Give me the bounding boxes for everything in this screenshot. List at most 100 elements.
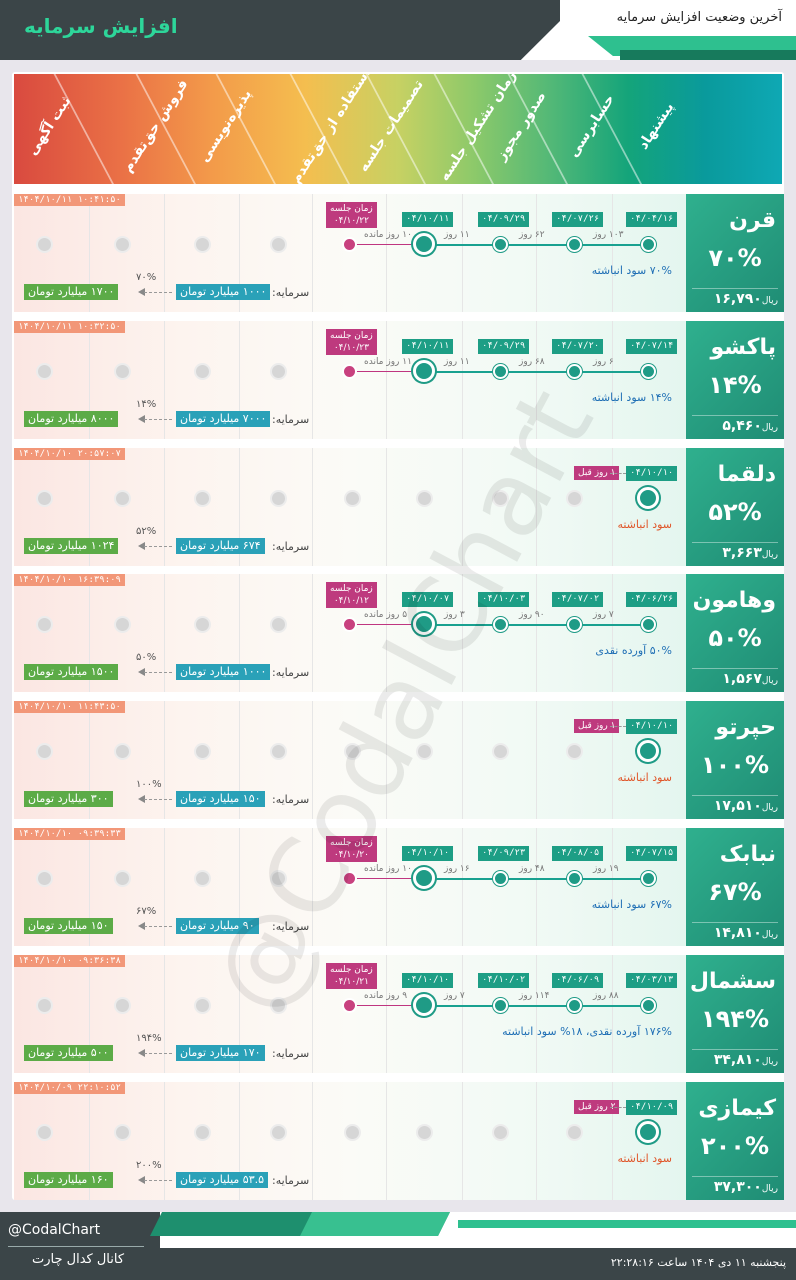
grid-line [386,955,387,1073]
increase-percent: ۲۰۰% [136,1160,162,1171]
stage-gap-days: ۷ روز [593,610,614,620]
meeting-time-date: ۰۴/۱۰/۱۲ [333,596,369,606]
pending-stage-dot [566,490,583,507]
grid-line [312,955,313,1073]
increase-arrow [144,1180,172,1181]
company-card[interactable]: دلقما ۵۲% ریال۳,۶۶۳ [686,448,784,566]
grid-line [164,701,165,819]
stage-date: ۰۴/۰۷/۲۶ [552,212,604,227]
timestamp-badge: ۱۴۰۴/۱۰/۱۰ ۱۶:۳۹:۰۹ [14,574,125,586]
company-name[interactable]: حپرتو [715,715,776,740]
current-capital: ۱۰۰۰ میلیارد تومان [176,664,271,680]
grid-line [462,574,463,692]
grid-line [462,321,463,439]
currency-label: ریال [761,423,778,433]
current-capital: ۵۳.۵ میلیارد تومان [176,1172,269,1188]
days-remaining: ۱۰ روز مانده [364,864,412,874]
company-card[interactable]: وهامون ۵۰% ریال۱,۵۶۷ [686,574,784,692]
grid-line [386,574,387,692]
share-price-value: ۵,۴۶۰ [722,418,762,434]
currency-label: ریال [761,550,778,560]
grid-line [89,828,90,946]
company-row: ۱۴۰۴/۱۰/۱۰ ۲۰:۵۷:۰۷ ۰۴/۱۰/۱۰ ۱ روز قبل سود … [14,448,784,566]
grid-line [239,955,240,1073]
increase-total: ۵۲% [708,498,762,526]
currency-label: ریال [761,296,778,306]
resulting-capital: ۱۷۰۰ میلیارد تومان [24,284,119,300]
stage-date: ۰۴/۱۰/۱۰ [402,846,454,861]
company-card[interactable]: سشمال ۱۹۴% ریال۳۴,۸۱۰ [686,955,784,1073]
stage-gap-days: ۱۶ روز [444,864,470,874]
company-card[interactable]: حپرتو ۱۰۰% ریال۱۷,۵۱۰ [686,701,784,819]
grid-line [612,448,613,566]
company-card[interactable]: کیمازی ۲۰۰% ریال۳۷,۳۰۰ [686,1082,784,1200]
pending-stage-dot [194,363,211,380]
stage-dot [493,871,508,886]
grid-line [462,1082,463,1200]
increase-source-note: سود انباشته [617,518,672,531]
meeting-time-title: زمان جلسه [330,965,373,975]
header: افزایش سرمایه آخرین وضعیت افزایش سرمایه [0,0,796,60]
timestamp-badge: ۱۴۰۴/۱۰/۱۱ ۱۰:۳۲:۵۰ [14,321,125,333]
grid-line [462,828,463,946]
company-name[interactable]: نبابک [719,842,776,867]
stage-date: ۰۴/۰۷/۱۴ [626,339,678,354]
pending-stage-dot [344,743,361,760]
company-name[interactable]: قرن [729,208,776,233]
arrow-head [138,795,145,803]
stage-gap-days: ۱۰۳ روز [593,230,624,240]
increase-percent: ۱۰۰% [136,779,162,790]
pending-stage-dot [270,1124,287,1141]
company-row: ۱۴۰۴/۱۰/۱۰ ۰۹:۳۹:۳۳ ۰۴/۰۷/۱۵ ۰۴/۰۸/۰۵ ۰۴/۰۹… [14,828,784,946]
meeting-time-date: ۰۴/۱۰/۲۱ [333,977,369,987]
meeting-time-title: زمان جلسه [330,584,373,594]
capital-label: سرمایه: [272,920,310,933]
company-card[interactable]: پاکشو ۱۴% ریال۵,۴۶۰ [686,321,784,439]
pending-stage-dot [270,743,287,760]
current-stage-dot [413,360,435,382]
share-price: ریال۵,۴۶۰ [692,415,778,434]
stage-dot [567,871,582,886]
meeting-dot [342,617,357,632]
grid-line [164,574,165,692]
stage-date: ۰۴/۰۷/۲۰ [552,339,604,354]
meeting-time-date: ۰۴/۱۰/۲۲ [333,216,369,226]
arrow-head [138,1176,145,1184]
increase-arrow [144,672,172,673]
increase-percent: ۵۰% [136,652,157,663]
pending-meeting-line [350,244,422,245]
share-price-value: ۱۴,۸۱۰ [713,925,762,941]
company-name[interactable]: وهامون [692,588,776,613]
company-card[interactable]: قرن ۷۰% ریال۱۶,۷۹۰ [686,194,784,312]
stage-dot [493,998,508,1013]
company-row: ۱۴۰۴/۱۰/۰۹ ۲۲:۱۰:۵۲ ۰۴/۱۰/۰۹ ۲ روز قبل سود … [14,1082,784,1200]
stage-gap-days: ۸۸ روز [593,991,619,1001]
currency-label: ریال [761,1057,778,1067]
stage-date: ۰۴/۰۹/۲۹ [478,212,530,227]
company-name[interactable]: پاکشو [710,335,777,360]
pending-stage-dot [36,490,53,507]
share-price-value: ۳۴,۸۱۰ [713,1052,762,1068]
ago-connector [610,726,626,727]
grid-line [612,701,613,819]
share-price: ریال۱۴,۸۱۰ [692,922,778,941]
resulting-capital: ۱۶۰ میلیارد تومان [24,1172,113,1188]
page-title: افزایش سرمایه [24,14,178,38]
company-name[interactable]: سشمال [689,969,776,994]
pending-stage-dot [344,1124,361,1141]
company-card[interactable]: نبابک ۶۷% ریال۱۴,۸۱۰ [686,828,784,946]
stage-date: ۰۴/۰۴/۱۶ [626,212,678,227]
company-name[interactable]: دلقما [717,462,776,487]
increase-total: ۷۰% [708,244,762,272]
grid-line [312,448,313,566]
grid-line [89,321,90,439]
grid-line [312,828,313,946]
pending-stage-dot [194,743,211,760]
timestamp-badge: ۱۴۰۴/۱۰/۱۰ ۲۰:۵۷:۰۷ [14,448,125,460]
pending-stage-dot [492,1124,509,1141]
footer-handle[interactable]: @CodalChart [8,1222,101,1238]
pending-stage-dot [416,490,433,507]
capital-label: سرمایه: [272,1047,310,1060]
footer-datetime: پنجشنبه ۱۱ دی ۱۴۰۴ ساعت ۲۲:۲۸:۱۶ [610,1256,786,1269]
company-name[interactable]: کیمازی [698,1096,776,1121]
